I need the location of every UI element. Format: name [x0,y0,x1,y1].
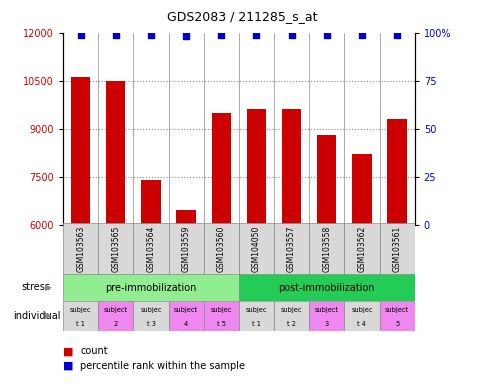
Text: ■: ■ [63,346,74,356]
Bar [133,301,168,331]
Text: subjec: subjec [140,307,161,313]
Bar [176,210,196,225]
Text: t 1: t 1 [252,321,260,326]
Bar [238,274,414,301]
Bar [133,223,168,275]
Point [287,31,295,38]
Bar [98,301,133,331]
Bar [211,113,230,225]
Bar [238,223,273,275]
Text: ■: ■ [63,361,74,371]
Text: GSM103560: GSM103560 [216,225,226,272]
Text: percentile rank within the sample: percentile rank within the sample [80,361,244,371]
Text: pre-immobilization: pre-immobilization [105,283,196,293]
Bar [71,78,90,225]
Text: subject: subject [384,307,408,313]
Bar [63,223,98,275]
Bar [141,180,160,225]
Bar [203,301,238,331]
Text: ▶: ▶ [45,283,52,292]
Text: individual: individual [13,311,60,321]
Text: GDS2083 / 211285_s_at: GDS2083 / 211285_s_at [167,10,317,23]
Bar [317,135,336,225]
Text: subjec: subjec [350,307,372,313]
Text: stress: stress [22,282,51,292]
Text: t 3: t 3 [146,321,155,326]
Text: GSM103561: GSM103561 [392,225,401,271]
Text: GSM103564: GSM103564 [146,225,155,272]
Bar [281,109,301,225]
Point [76,31,84,38]
Bar [273,301,309,331]
Point [182,33,190,40]
Text: GSM103557: GSM103557 [287,225,296,272]
Bar [106,81,125,225]
Text: t 4: t 4 [357,321,366,326]
Text: subject: subject [174,307,198,313]
Bar [168,301,203,331]
Text: GSM103558: GSM103558 [321,225,331,271]
Bar [378,223,414,275]
Bar [273,223,309,275]
Text: post-immobilization: post-immobilization [278,283,374,293]
Bar [63,274,238,301]
Text: subjec: subjec [245,307,267,313]
Text: 3: 3 [324,321,328,326]
Bar [344,223,378,275]
Text: t 5: t 5 [216,321,226,326]
Point [112,31,120,38]
Text: 2: 2 [113,321,118,326]
Point [393,31,400,38]
Text: count: count [80,346,107,356]
Bar [238,301,273,331]
Bar [246,109,266,225]
Point [357,31,365,38]
Text: subjec: subjec [280,307,302,313]
Bar [168,223,203,275]
Bar [63,301,98,331]
Text: subjec: subjec [70,307,91,313]
Bar [98,223,133,275]
Text: GSM103565: GSM103565 [111,225,120,272]
Text: GSM103562: GSM103562 [357,225,366,271]
Point [217,31,225,38]
Text: GSM103559: GSM103559 [181,225,190,272]
Text: t 2: t 2 [287,321,296,326]
Point [252,31,260,38]
Bar [308,301,344,331]
Text: t 1: t 1 [76,321,85,326]
Text: subject: subject [104,307,128,313]
Point [147,31,154,38]
Text: GSM103563: GSM103563 [76,225,85,272]
Text: 5: 5 [394,321,398,326]
Bar [351,154,371,225]
Text: GSM104050: GSM104050 [251,225,260,272]
Text: ▶: ▶ [45,311,52,320]
Bar [309,223,344,275]
Bar [387,119,406,225]
Text: subjec: subjec [210,307,231,313]
Bar [344,301,378,331]
Point [322,31,330,38]
Bar [378,301,414,331]
Text: subject: subject [314,307,338,313]
Bar [203,223,238,275]
Text: 4: 4 [183,321,188,326]
